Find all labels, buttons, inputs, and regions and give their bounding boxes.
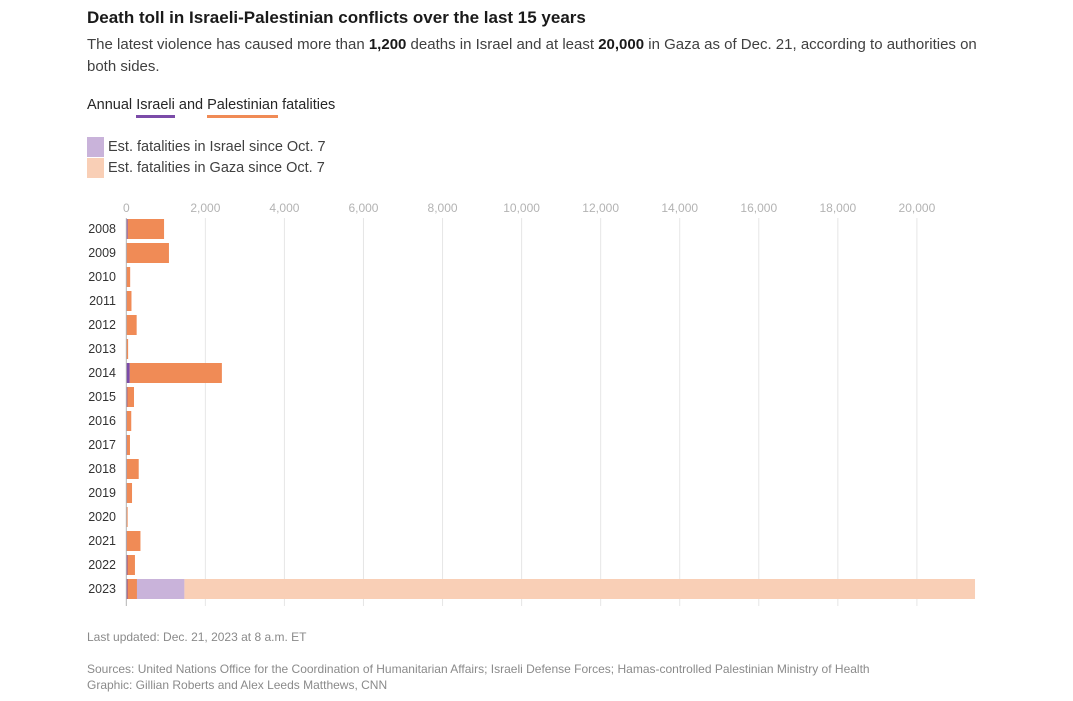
bar-palestinian — [126, 507, 128, 527]
x-tick-label: 10,000 — [503, 201, 540, 215]
bar-palestinian — [127, 219, 165, 239]
legend-swatch-israel — [87, 137, 104, 157]
bar-palestinian — [126, 315, 137, 335]
y-tick-label: 2018 — [88, 462, 116, 476]
y-tick-label: 2021 — [88, 534, 116, 548]
y-tick-label: 2014 — [88, 366, 116, 380]
bar-gaza-since-oct7 — [184, 579, 976, 599]
bar-palestinian — [127, 387, 135, 407]
bar-israeli — [126, 387, 128, 407]
bar-palestinian — [129, 363, 222, 383]
x-tick-label: 12,000 — [582, 201, 619, 215]
bar-palestinian — [126, 483, 133, 503]
bar-palestinian — [127, 555, 135, 575]
y-tick-label: 2017 — [88, 438, 116, 452]
legend-item-israel-since-oct7: Est. fatalities in Israel since Oct. 7 — [87, 137, 326, 157]
x-tick-label: 18,000 — [819, 201, 856, 215]
x-tick-label: 16,000 — [740, 201, 777, 215]
bar-israeli — [126, 579, 128, 599]
legend-palestinian: Palestinian — [207, 97, 279, 118]
bar-palestinian — [126, 267, 131, 287]
last-updated: Last updated: Dec. 21, 2023 at 8 a.m. ET — [87, 630, 307, 644]
legend-label: Est. fatalities in Israel since Oct. 7 — [108, 139, 326, 155]
bar-palestinian — [127, 435, 130, 455]
bar-israeli — [126, 219, 128, 239]
bar-israeli — [126, 363, 130, 383]
y-tick-label: 2013 — [88, 342, 116, 356]
y-tick-label: 2019 — [88, 486, 116, 500]
legend-text: fatalities — [278, 97, 336, 113]
subtitle-text: deaths in Israel and at least — [406, 36, 599, 53]
bar-palestinian — [126, 243, 169, 263]
sources: Sources: United Nations Office for the C… — [87, 662, 870, 676]
bar-palestinian — [126, 531, 141, 551]
y-tick-label: 2010 — [88, 270, 116, 284]
bar-palestinian — [126, 411, 132, 431]
y-tick-label: 2008 — [88, 222, 116, 236]
legend-item-gaza-since-oct7: Est. fatalities in Gaza since Oct. 7 — [87, 158, 325, 178]
bar-israeli — [126, 555, 128, 575]
y-tick-label: 2015 — [88, 390, 116, 404]
y-tick-label: 2011 — [89, 294, 116, 308]
y-tick-label: 2016 — [88, 414, 116, 428]
chart-subtitle: The latest violence has caused more than… — [87, 34, 1007, 78]
y-tick-label: 2023 — [88, 582, 116, 596]
y-tick-label: 2020 — [88, 510, 116, 524]
subtitle-text: The latest violence has caused more than — [87, 36, 369, 53]
y-tick-label: 2022 — [88, 558, 116, 572]
x-tick-label: 0 — [123, 201, 130, 215]
legend-israeli: Israeli — [136, 97, 175, 118]
subtitle-text: in Gaza as of Dec. 21, according to auth… — [87, 36, 977, 75]
bar-chart: 0 2,000 4,000 6,000 8,000 10,000 12,000 14,000 1… — [88, 201, 976, 606]
legend-text: and — [174, 97, 208, 113]
bar-palestinian — [127, 579, 137, 599]
x-tick-label: 4,000 — [269, 201, 299, 215]
x-tick-label: 2,000 — [190, 201, 220, 215]
x-tick-label: 14,000 — [661, 201, 698, 215]
chart-title: Death toll in Israeli-Palestinian confli… — [87, 8, 586, 27]
subtitle-gaza-count: 20,000 — [598, 36, 645, 53]
bar-israeli — [126, 435, 128, 455]
y-tick-label: 2009 — [88, 246, 116, 260]
bar-israel-since-oct7 — [136, 579, 185, 599]
y-tick-label: 2012 — [88, 318, 116, 332]
x-tick-label: 6,000 — [348, 201, 378, 215]
x-tick-label: 8,000 — [428, 201, 458, 215]
bar-palestinian — [126, 291, 132, 311]
chart-legend-heading: Annual Israeli and Palestinian fatalitie… — [87, 97, 335, 118]
bar-palestinian — [126, 459, 139, 479]
legend-swatch-gaza — [87, 158, 104, 178]
legend-text: Annual — [87, 97, 137, 113]
subtitle-israel-count: 1,200 — [368, 36, 407, 53]
legend-label: Est. fatalities in Gaza since Oct. 7 — [108, 160, 325, 176]
x-tick-label: 20,000 — [899, 201, 936, 215]
credit: Graphic: Gillian Roberts and Alex Leeds … — [87, 678, 388, 692]
bar-palestinian — [126, 339, 129, 359]
